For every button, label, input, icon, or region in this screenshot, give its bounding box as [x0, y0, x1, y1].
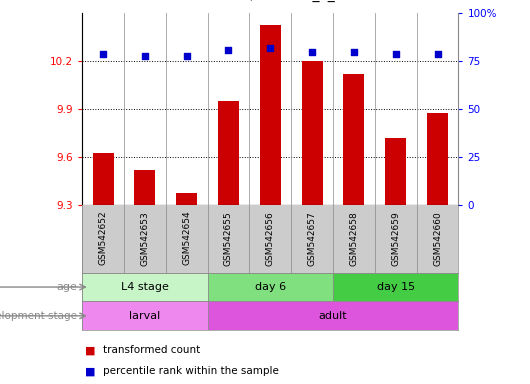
Text: GSM542653: GSM542653	[140, 211, 149, 266]
Text: GDS3943 / 172048_x_at: GDS3943 / 172048_x_at	[181, 0, 349, 2]
Point	[140, 53, 149, 59]
Text: GSM542656: GSM542656	[266, 211, 275, 266]
Text: day 15: day 15	[377, 282, 415, 292]
Point	[266, 45, 275, 51]
Bar	[302, 61, 323, 205]
Bar	[218, 101, 239, 205]
Bar	[135, 170, 155, 205]
Text: L4 stage: L4 stage	[121, 282, 169, 292]
Text: larval: larval	[129, 311, 161, 321]
Point	[224, 47, 233, 53]
Text: GSM542660: GSM542660	[433, 211, 442, 266]
Text: GSM542657: GSM542657	[307, 211, 316, 266]
Text: GSM542658: GSM542658	[349, 211, 358, 266]
Text: ■: ■	[85, 366, 95, 376]
Bar	[427, 113, 448, 205]
Text: adult: adult	[319, 311, 347, 321]
Text: ■: ■	[85, 345, 95, 355]
Point	[99, 51, 107, 57]
Bar	[343, 74, 364, 205]
Text: GSM542659: GSM542659	[391, 211, 400, 266]
Bar	[260, 25, 281, 205]
Bar	[82, 273, 208, 301]
Point	[182, 53, 191, 59]
Point	[392, 51, 400, 57]
Bar	[208, 273, 333, 301]
Text: percentile rank within the sample: percentile rank within the sample	[103, 366, 279, 376]
Text: age: age	[56, 282, 77, 292]
Text: GSM542655: GSM542655	[224, 211, 233, 266]
Text: day 6: day 6	[255, 282, 286, 292]
Text: GSM542652: GSM542652	[99, 211, 108, 265]
Text: GSM542654: GSM542654	[182, 211, 191, 265]
Bar	[176, 193, 197, 205]
Bar	[82, 301, 208, 330]
Point	[308, 49, 316, 55]
Bar	[333, 273, 458, 301]
Bar	[93, 152, 113, 205]
Point	[350, 49, 358, 55]
Point	[434, 51, 442, 57]
Bar	[208, 301, 458, 330]
Text: development stage: development stage	[0, 311, 77, 321]
Bar	[385, 138, 406, 205]
Text: transformed count: transformed count	[103, 345, 200, 355]
